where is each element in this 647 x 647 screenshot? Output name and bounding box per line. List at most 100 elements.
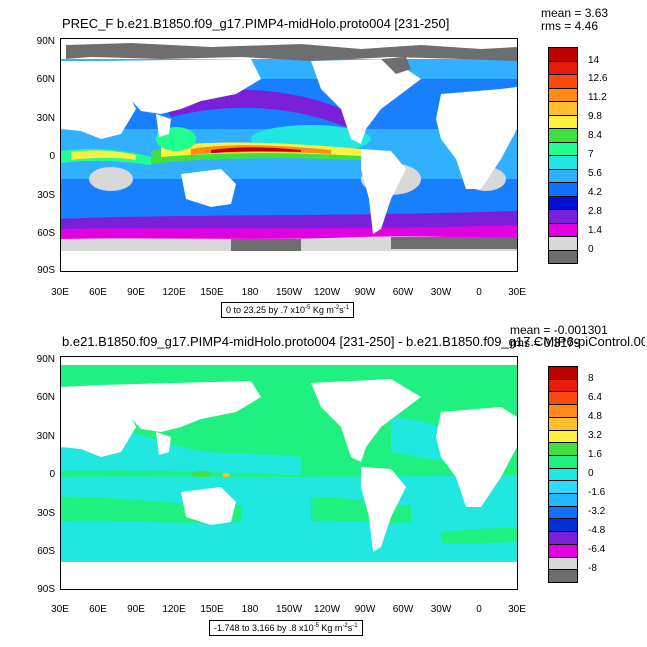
colorbar-swatch xyxy=(548,480,578,495)
panel1-lon-label: 120W xyxy=(313,287,341,298)
panel2-lon-label: 150W xyxy=(275,604,303,615)
panel2-rms: rms = 0.3179 xyxy=(510,336,581,350)
panel1-lat-label: 90S xyxy=(37,265,55,276)
colorbar-swatch xyxy=(548,366,578,380)
panel1-lon-label: 0 xyxy=(476,287,482,298)
panel2-lon-label: 180 xyxy=(241,604,259,615)
panel2-land-south-america xyxy=(361,467,406,552)
panel1-lon-label: 30E xyxy=(51,287,69,298)
panel1-lon-label: 90W xyxy=(354,287,376,298)
colorbar-label: 8.4 xyxy=(588,130,602,142)
panel2-lon-label: 60W xyxy=(392,604,414,615)
panel2-lon-label: 120E xyxy=(162,604,186,615)
panel2-lat-label: 90N xyxy=(36,354,55,365)
panel1-lat-label: 90N xyxy=(36,36,55,47)
panel1-land-south-america xyxy=(361,149,406,234)
colorbar-swatch xyxy=(548,87,578,102)
colorbar-label: -8 xyxy=(588,563,597,575)
colorbar-swatch xyxy=(548,236,578,251)
panel2-lat-label: 0 xyxy=(49,469,55,480)
panel1-land-asia xyxy=(101,59,261,114)
colorbar-label: 5.6 xyxy=(588,167,602,179)
panel1-colorbar xyxy=(548,47,578,264)
panel1-lon-label: 150E xyxy=(200,287,224,298)
colorbar-label: 1.6 xyxy=(588,448,602,460)
panel1-lat-label: 60N xyxy=(36,74,55,85)
colorbar-label: 3.2 xyxy=(588,429,602,441)
panel1-title: PREC_F b.e21.B1850.f09_g17.PIMP4-midHolo… xyxy=(62,16,450,31)
panel1-map-svg xyxy=(61,39,517,271)
panel2-land-eurasia-west xyxy=(61,385,136,457)
colorbar-swatch xyxy=(548,209,578,224)
panel1-lat-label: 0 xyxy=(49,151,55,162)
panel1-lon-label: 90E xyxy=(127,287,145,298)
colorbar-label: 0 xyxy=(588,243,594,255)
colorbar-label: 2.8 xyxy=(588,205,602,217)
panel1-lon-label: 30W xyxy=(430,287,452,298)
panel2-land-africa xyxy=(436,407,517,507)
colorbar-label: -6.4 xyxy=(588,544,606,556)
panel2-lon-label: 60E xyxy=(89,604,107,615)
colorbar-swatch xyxy=(548,454,578,469)
colorbar-swatch xyxy=(548,429,578,444)
panel1-lat-label: 60S xyxy=(37,228,55,239)
panel2-lon-label: 150E xyxy=(200,604,224,615)
colorbar-label: 12.6 xyxy=(588,73,608,85)
panel2-lat-label: 60S xyxy=(37,546,55,557)
colorbar-swatch xyxy=(548,222,578,237)
panel2-map-svg xyxy=(61,357,517,589)
colorbar-swatch xyxy=(548,518,578,533)
panel1-land-africa xyxy=(436,89,517,189)
panel2-lon-label: 120W xyxy=(313,604,341,615)
panel2-lon-label: 90E xyxy=(127,604,145,615)
panel1-map xyxy=(60,38,518,272)
panel1-arctic-ice xyxy=(66,43,517,61)
panel1-land-north-america xyxy=(311,59,421,144)
colorbar-swatch xyxy=(548,442,578,456)
colorbar-swatch xyxy=(548,556,578,571)
colorbar-label: -4.8 xyxy=(588,525,606,537)
panel2-lon-label: 90W xyxy=(354,604,376,615)
panel1-land-australia xyxy=(181,169,236,207)
panel1-mean: mean = 3.63 xyxy=(541,6,609,20)
colorbar-label: 6.4 xyxy=(588,391,602,403)
panel1-contour-info: 0 to 23.25 by .7 x10-5 Kg m-2s-1 xyxy=(221,302,355,318)
colorbar-label: 0 xyxy=(588,468,594,479)
panel2-land-north-america xyxy=(311,379,421,462)
colorbar-swatch xyxy=(548,531,578,545)
panel1-colorbar-labels: 14 12.6 11.2 9.8 8.4 7 5.6 4.2 2.8 1.4 0 xyxy=(588,47,638,263)
colorbar-label: 9.8 xyxy=(588,111,602,123)
colorbar-swatch xyxy=(548,569,578,583)
panel2-land-asia xyxy=(101,381,261,432)
panel2-lon-label: 30E xyxy=(51,604,69,615)
colorbar-swatch xyxy=(548,74,578,89)
panel2-mean: mean = -0.001301 xyxy=(510,323,608,337)
colorbar-label: 11.2 xyxy=(588,92,607,104)
panel2-antarctica xyxy=(61,562,517,589)
colorbar-swatch xyxy=(548,101,578,116)
panel1-rms: rms = 4.46 xyxy=(541,19,599,33)
colorbar-label: 4.8 xyxy=(588,410,602,422)
colorbar-swatch xyxy=(548,404,578,418)
panel1-lon-label: 120E xyxy=(162,287,186,298)
colorbar-label: -3.2 xyxy=(588,506,606,518)
colorbar-swatch xyxy=(548,128,578,143)
colorbar-swatch xyxy=(548,195,578,210)
panel1-lon-label: 60W xyxy=(392,287,414,298)
panel2-colorbar xyxy=(548,366,578,583)
colorbar-label: -1.6 xyxy=(588,487,606,499)
panel2-lat-label: 30N xyxy=(36,431,55,442)
colorbar-swatch xyxy=(548,182,578,197)
panel1-lon-label: 150W xyxy=(275,287,303,298)
colorbar-swatch xyxy=(548,493,578,507)
panel1-lon-label: 180 xyxy=(241,287,259,298)
panel2-land-australia xyxy=(181,487,236,525)
colorbar-swatch xyxy=(548,141,578,156)
panel2-map xyxy=(60,356,518,590)
panel1-lon-label: 60E xyxy=(89,287,107,298)
panel2-contour-info: -1.748 to 3.166 by .8 x10-5 Kg m-2s-1 xyxy=(209,620,363,636)
colorbar-swatch xyxy=(548,114,578,129)
panel2-title: b.e21.B1850.f09_g17.PIMP4-midHolo.proto0… xyxy=(62,334,645,349)
colorbar-label: 1.4 xyxy=(588,224,602,236)
panel2-lon-label: 30E xyxy=(508,604,526,615)
